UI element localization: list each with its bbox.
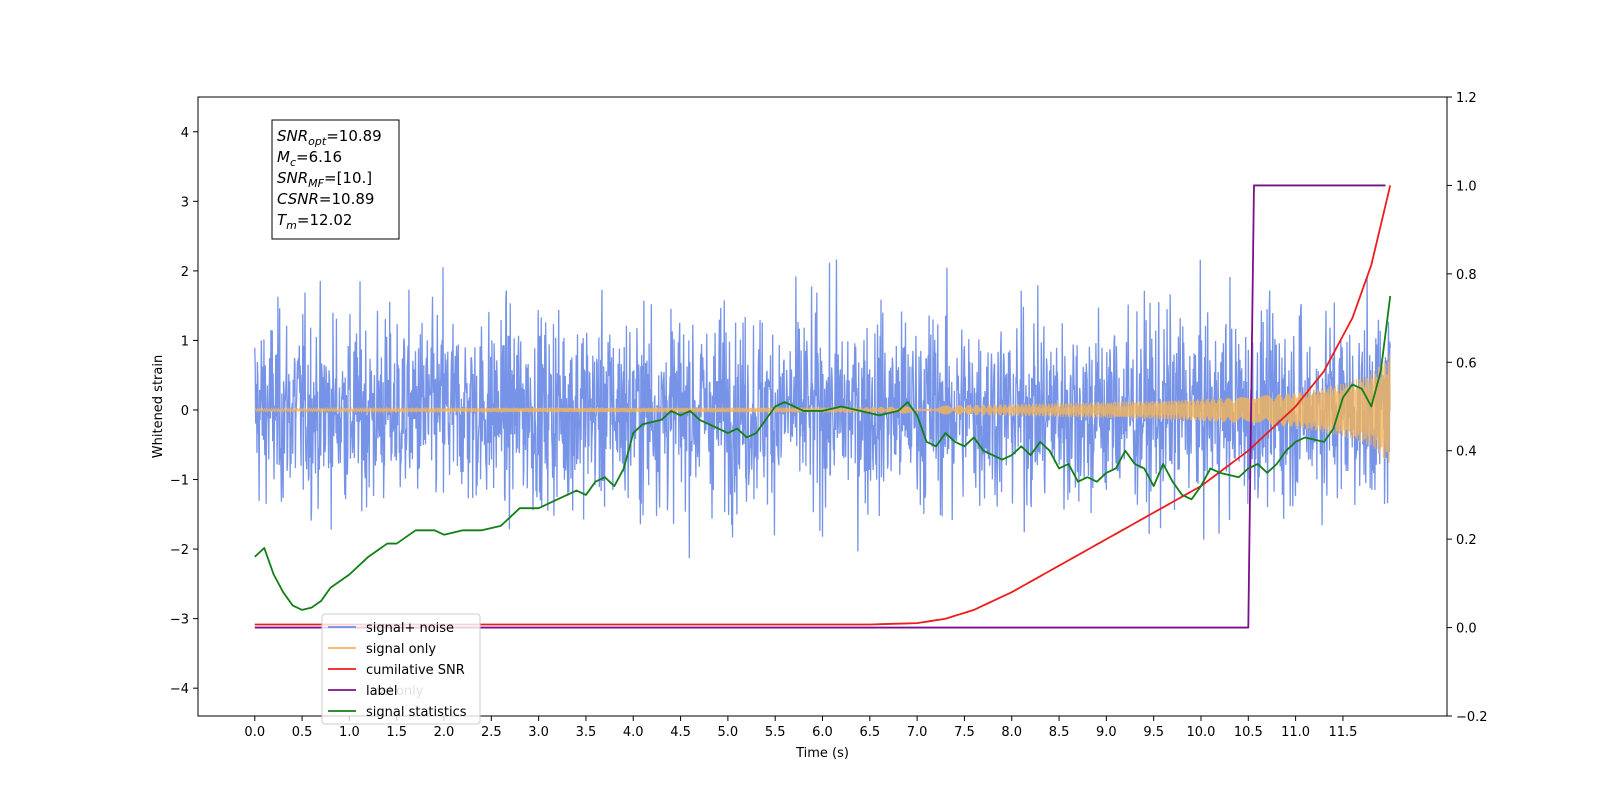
y-tick-label-left: 4 bbox=[181, 126, 189, 141]
x-tick-label: 9.0 bbox=[1096, 725, 1117, 740]
x-tick-label: 4.5 bbox=[670, 725, 691, 740]
legend-label: cumilative SNR bbox=[366, 663, 465, 678]
x-tick-label: 2.0 bbox=[434, 725, 455, 740]
x-tick-label: 5.0 bbox=[718, 725, 739, 740]
y-axis-label-left: Whitened strain bbox=[151, 355, 166, 458]
legend: signal+ noise signal only cumilative SNR la… bbox=[321, 613, 481, 725]
x-tick-label: 9.5 bbox=[1143, 725, 1164, 740]
legend-box bbox=[321, 613, 481, 725]
x-tick-label: 10.0 bbox=[1187, 725, 1216, 740]
legend-label: signal statistics bbox=[366, 705, 467, 720]
x-tick-label: 1.5 bbox=[386, 725, 407, 740]
x-tick-label: 7.0 bbox=[907, 725, 928, 740]
annotation-frame bbox=[271, 119, 400, 240]
y-tick-label-left: −2 bbox=[170, 543, 189, 558]
x-tick-label: 1.0 bbox=[339, 725, 360, 740]
x-tick-label: 6.5 bbox=[859, 725, 880, 740]
x-tick-label: 0.0 bbox=[244, 725, 265, 740]
x-tick-label: 7.5 bbox=[954, 725, 975, 740]
annotation-line: CSNR=10.89 bbox=[277, 190, 374, 208]
x-tick-label: 11.5 bbox=[1328, 725, 1357, 740]
x-tick-label: 3.5 bbox=[576, 725, 597, 740]
legend-label: label bbox=[366, 684, 397, 699]
x-tick-label: 8.0 bbox=[1001, 725, 1022, 740]
x-tick-label: 2.5 bbox=[481, 725, 502, 740]
x-tick-label: 10.5 bbox=[1234, 725, 1263, 740]
x-tick-label: 4.0 bbox=[623, 725, 644, 740]
annotation-line: SNRMF=[10.] bbox=[277, 169, 372, 190]
series-signal-only bbox=[254, 354, 1391, 463]
x-axis-label: Time (s) bbox=[795, 746, 849, 761]
y-tick-label-right: 1.2 bbox=[1456, 91, 1477, 106]
x-tick-label: 8.5 bbox=[1049, 725, 1070, 740]
y-tick-label-right: 1.0 bbox=[1456, 179, 1477, 194]
x-tick-label: 0.5 bbox=[292, 725, 313, 740]
y-tick-label-right: 0.0 bbox=[1456, 622, 1477, 637]
y-tick-label-left: 0 bbox=[181, 404, 189, 419]
y-tick-label-right: 0.6 bbox=[1456, 356, 1477, 371]
annotation-line: SNRopt=10.89 bbox=[277, 127, 382, 148]
y-tick-label-left: 3 bbox=[181, 195, 189, 210]
y-tick-label-right: 0.4 bbox=[1456, 445, 1477, 460]
series-label bbox=[254, 184, 1386, 629]
annotation-line: Mc=6.16 bbox=[277, 148, 342, 169]
y-tick-label-right: 0.2 bbox=[1456, 533, 1477, 548]
x-tick-label: 11.0 bbox=[1281, 725, 1310, 740]
y-tick-label-right: 0.8 bbox=[1456, 268, 1477, 283]
legend-label: signal only bbox=[366, 642, 436, 657]
y-tick-label-left: 2 bbox=[181, 265, 189, 280]
series-signal-statistics bbox=[254, 295, 1392, 611]
axes: 0.0 0.5 1.0 1.5 2.0 2.5 3.0 3.5 4.0 4.5 5.0 5.5 6.0 6… bbox=[170, 91, 1488, 740]
y-tick-label-left: −3 bbox=[170, 613, 189, 628]
y-tick-label-left: 1 bbox=[181, 334, 189, 349]
annotation-line: Tm=12.02 bbox=[277, 211, 352, 232]
annotation-box: SNRopt=10.89Mc=6.16SNRMF=[10.]CSNR=10.89… bbox=[271, 119, 400, 240]
y-tick-label-right: −0.2 bbox=[1456, 710, 1488, 725]
x-tick-label: 5.5 bbox=[765, 725, 786, 740]
y-tick-label-left: −4 bbox=[170, 682, 189, 697]
legend-label: signal+ noise bbox=[366, 621, 454, 636]
legend-ghost-text: nal only bbox=[372, 684, 424, 699]
x-tick-label: 6.0 bbox=[812, 725, 833, 740]
x-tick-label: 3.0 bbox=[528, 725, 549, 740]
y-tick-label-left: −1 bbox=[170, 474, 189, 489]
